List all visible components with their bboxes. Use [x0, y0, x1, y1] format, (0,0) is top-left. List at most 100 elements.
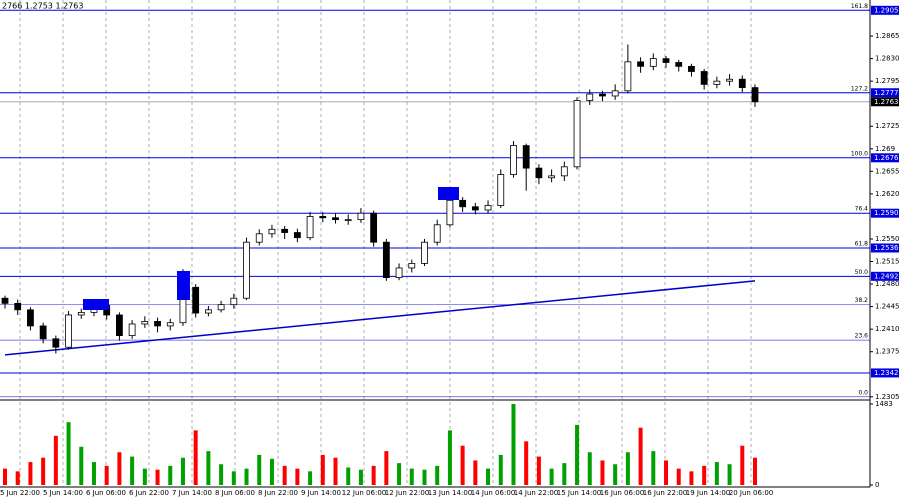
- candle-body: [548, 175, 556, 179]
- y-tick-label: 1.2480: [875, 280, 900, 288]
- volume-bar: [511, 404, 516, 485]
- volume-bar: [104, 465, 109, 485]
- volume-bar: [587, 452, 592, 485]
- candle-body: [14, 302, 22, 311]
- volume-bar: [66, 422, 71, 485]
- fib-label: 161.8: [851, 3, 868, 10]
- candle-body: [433, 224, 441, 243]
- volume-bar: [53, 435, 58, 485]
- volume-bar: [549, 468, 554, 485]
- y-tick-label: 1.2305: [875, 393, 900, 401]
- candle-body: [408, 263, 416, 269]
- candle-body: [370, 212, 378, 243]
- volume-bar: [676, 468, 681, 485]
- fib-label: 38.2: [855, 297, 869, 304]
- candle-body: [738, 78, 746, 89]
- price-box-label: 1.2590: [874, 209, 899, 217]
- x-tick-label: 20 Jun 06:00: [729, 489, 773, 497]
- x-tick-label: 8 Jun 22:00: [258, 489, 298, 497]
- plot: 161.8 127.2 100.0 76.4 61.8 50.0 38.2 23.6 0.0: [0, 3, 870, 485]
- price-box: [871, 208, 899, 218]
- volume-bar: [130, 456, 135, 485]
- y-tick-label: 1.2550: [875, 235, 900, 243]
- y-tick-label: 1.2725: [875, 122, 900, 130]
- price-box: [871, 88, 899, 98]
- last-price-label: 1.2763: [874, 98, 899, 106]
- candle-body: [675, 62, 683, 67]
- price-box: [871, 271, 899, 281]
- volume-bar: [28, 462, 33, 485]
- volume-bar: [3, 468, 7, 485]
- x-tick-label: 14 Jun 22:00: [514, 489, 558, 497]
- fib-label: 76.4: [855, 206, 869, 213]
- volume-bar: [193, 430, 198, 485]
- volume-bar: [117, 452, 122, 485]
- axis-labels: 5 Jun 22:00 5 Jun 14:00 6 Jun 06:00 6 Jun 2…: [0, 5, 900, 497]
- volume-bar: [41, 457, 46, 485]
- fib-label: 127.2: [851, 85, 868, 92]
- volume-bar: [435, 465, 440, 485]
- zone-box: [438, 187, 459, 200]
- candle-body: [726, 78, 733, 82]
- candle-body: [459, 199, 467, 208]
- last-price-box: [871, 97, 899, 107]
- volume-bar: [231, 471, 236, 485]
- volume-bar: [295, 468, 300, 485]
- volume-bar: [397, 463, 402, 485]
- volume-bar: [155, 469, 160, 485]
- candle-body: [344, 219, 352, 222]
- x-tick-label: 8 Jun 06:00: [215, 489, 255, 497]
- volume-bar: [168, 465, 173, 485]
- x-tick-label: 14 Jun 06:00: [471, 489, 515, 497]
- volume-bar: [257, 454, 262, 485]
- candle-body: [382, 241, 390, 279]
- price-box-label: 1.2492: [874, 272, 899, 280]
- candle-body: [1, 297, 9, 304]
- price-box-label: 1.2536: [874, 244, 899, 252]
- volume-bar: [358, 469, 363, 485]
- volume-bar: [575, 424, 580, 485]
- volume-bar: [562, 463, 567, 485]
- candle-body: [700, 71, 708, 85]
- volume-bar: [613, 464, 618, 485]
- candle-body: [573, 100, 581, 168]
- candle-body: [39, 325, 47, 340]
- x-tick-label: 13 Jun 14:00: [428, 489, 472, 497]
- x-tick-label: 12 Jun 22:00: [385, 489, 429, 497]
- x-tick-label: 19 Jun 14:00: [686, 489, 730, 497]
- candle-body: [510, 145, 517, 175]
- candle-body: [141, 321, 149, 325]
- candle-body: [268, 228, 276, 235]
- zone-box: [177, 271, 190, 300]
- candle-body: [306, 216, 314, 239]
- volume-bar: [460, 445, 465, 485]
- volume-bar: [320, 454, 325, 485]
- volume-bar: [638, 427, 643, 485]
- x-tick-label: 5 Jun 22:00: [0, 489, 40, 497]
- x-tick-label: 6 Jun 06:00: [86, 489, 126, 497]
- y-tick-label: 1.2445: [875, 303, 900, 311]
- y-tick-label: 1.2620: [875, 190, 900, 198]
- trend-line: [4, 280, 756, 356]
- y-tick-label: 1.2515: [875, 258, 900, 266]
- fib-label: 100.0: [851, 150, 868, 157]
- price-box-label: 1.2905: [874, 6, 899, 14]
- candle-body: [446, 199, 454, 226]
- volume-bar: [371, 465, 376, 485]
- volume-bar: [142, 468, 147, 485]
- candle-body: [192, 286, 200, 314]
- candle-body: [255, 233, 263, 243]
- candle-body: [319, 216, 327, 219]
- candle-body: [332, 217, 339, 221]
- volume-bar: [689, 471, 694, 485]
- volume-bar: [498, 454, 503, 485]
- candle-body: [522, 145, 530, 169]
- x-tick-label: 16 Jun 22:00: [643, 489, 687, 497]
- y-tick-label: 1.2830: [875, 55, 900, 63]
- x-tick-label: 7 Jun 14:00: [172, 489, 212, 497]
- volume-bar: [486, 468, 491, 485]
- volume-bar: [308, 471, 313, 485]
- candle-body: [65, 314, 72, 348]
- candle-body: [586, 93, 594, 101]
